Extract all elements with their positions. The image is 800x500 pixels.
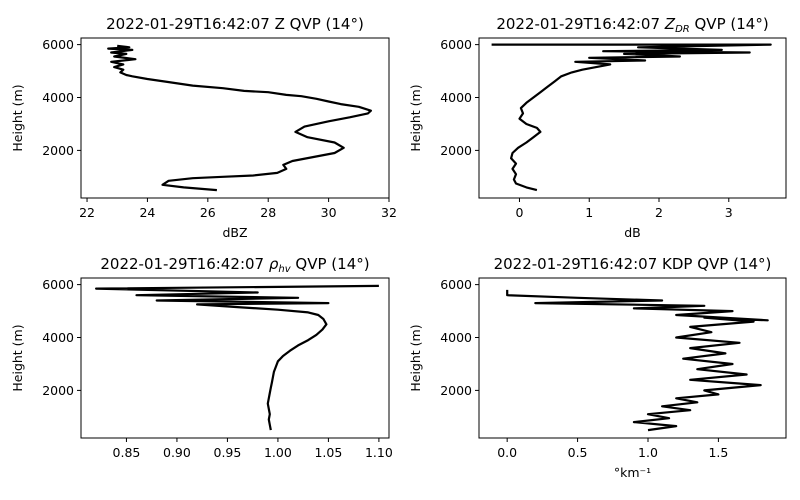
- title-part: 2022-01-29T16:42:07: [100, 255, 268, 273]
- x-tick-label: 1.10: [365, 445, 393, 460]
- x-tick-label: 1.05: [314, 445, 342, 460]
- title-part: 2022-01-29T16:42:07: [496, 15, 664, 33]
- series-line: [94, 284, 379, 431]
- x-tick-label: 1.0: [638, 445, 658, 460]
- title-part: 2022-01-29T16:42:07 KDP QVP (14°): [494, 255, 772, 273]
- title-part: QVP (14°): [690, 15, 769, 33]
- x-tick-label: 0.95: [214, 445, 242, 460]
- chart-title: 2022-01-29T16:42:07 Z QVP (14°): [106, 15, 364, 33]
- y-axis-label: Height (m): [10, 324, 25, 391]
- x-tick-label: 32: [381, 205, 397, 220]
- title-part: Z: [664, 15, 676, 33]
- chart-title: 2022-01-29T16:42:07 KDP QVP (14°): [494, 255, 772, 273]
- y-tick-label: 4000: [42, 90, 74, 105]
- x-tick-label: 0.0: [497, 445, 517, 460]
- title-part: ρ: [269, 255, 279, 273]
- x-tick-label: 2: [655, 205, 663, 220]
- x-tick-label: 1.00: [264, 445, 292, 460]
- y-tick-label: 2000: [440, 383, 472, 398]
- x-tick-label: 30: [321, 205, 337, 220]
- subplot-3: 2022-01-29T16:42:07 ρhv QVP (14°) 0.85 0.9…: [10, 255, 393, 460]
- x-axis-label: °km⁻¹: [614, 465, 651, 480]
- y-axis-label: Height (m): [408, 84, 423, 151]
- y-tick-label: 4000: [440, 330, 472, 345]
- subplot-1: 2022-01-29T16:42:07 Z QVP (14°) 22 24 26 28 3…: [10, 15, 397, 240]
- x-axis-label: dBZ: [222, 225, 247, 240]
- title-part: hv: [278, 264, 291, 275]
- title-part: 2022-01-29T16:42:07 Z QVP (14°): [106, 15, 364, 33]
- y-axis-label: Height (m): [10, 84, 25, 151]
- series-line: [506, 289, 769, 432]
- y-tick-label: 6000: [42, 37, 74, 52]
- x-tick-label: 3: [725, 205, 733, 220]
- y-tick-label: 2000: [42, 383, 74, 398]
- axes-frame: [478, 37, 787, 199]
- title-part: DR: [675, 24, 690, 35]
- chart-title: 2022-01-29T16:42:07 ZDR QVP (14°): [496, 15, 768, 35]
- x-tick-label: 26: [200, 205, 216, 220]
- x-tick-label: 24: [139, 205, 155, 220]
- x-tick-label: 1.5: [708, 445, 728, 460]
- subplot-4: 2022-01-29T16:42:07 KDP QVP (14°) 0.0 0.5 1…: [408, 255, 787, 480]
- y-tick-label: 2000: [440, 143, 472, 158]
- x-tick-label: 1: [585, 205, 593, 220]
- x-axis-label: dB: [624, 225, 641, 240]
- axes-frame: [478, 277, 787, 439]
- y-tick-label: 4000: [440, 90, 472, 105]
- x-tick-label: 0.90: [163, 445, 191, 460]
- y-tick-label: 4000: [42, 330, 74, 345]
- y-tick-label: 6000: [42, 277, 74, 292]
- y-tick-label: 6000: [440, 277, 472, 292]
- subplot-2: 2022-01-29T16:42:07 ZDR QVP (14°) 0 1 2 3 200…: [408, 15, 787, 240]
- series-line: [491, 43, 772, 192]
- series-line: [107, 44, 372, 192]
- y-tick-label: 2000: [42, 143, 74, 158]
- x-tick-label: 22: [79, 205, 95, 220]
- title-part: QVP (14°): [291, 255, 370, 273]
- y-tick-label: 6000: [440, 37, 472, 52]
- y-axis-label: Height (m): [408, 324, 423, 391]
- chart-title: 2022-01-29T16:42:07 ρhv QVP (14°): [100, 255, 369, 275]
- axes-frame: [80, 277, 390, 439]
- x-tick-label: 28: [260, 205, 276, 220]
- x-tick-label: 0.85: [113, 445, 141, 460]
- x-tick-label: 0.5: [568, 445, 588, 460]
- x-tick-label: 0: [515, 205, 523, 220]
- axes-frame: [80, 37, 390, 199]
